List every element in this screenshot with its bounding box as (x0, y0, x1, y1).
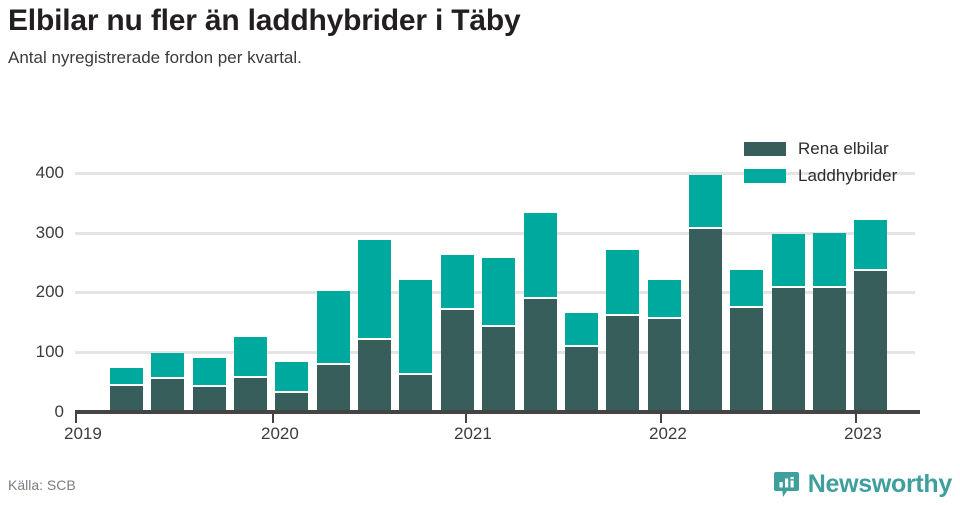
bar-segment-rena-elbilar[interactable] (275, 393, 309, 412)
bar-column[interactable] (399, 155, 433, 412)
newsworthy-logo: Newsworthy (773, 470, 952, 498)
brand-name: Newsworthy (807, 470, 953, 498)
bar-column[interactable] (275, 155, 309, 412)
gridline (75, 231, 915, 235)
x-axis-tick-label: 2022 (649, 424, 687, 443)
legend-item[interactable]: Laddhybrider (744, 162, 897, 189)
bar-column[interactable] (523, 155, 557, 412)
x-axis-tick-label: 2020 (261, 424, 299, 443)
bar-segment-laddhybrider[interactable] (110, 368, 143, 384)
x-axis-tick-label: 2019 (64, 424, 102, 443)
bar-column[interactable] (151, 155, 185, 412)
bar-segment-laddhybrider[interactable] (151, 353, 185, 377)
bar-column[interactable] (647, 155, 681, 412)
gridline (75, 171, 915, 175)
bar-column[interactable] (234, 155, 268, 412)
bar-segment-laddhybrider[interactable] (854, 219, 888, 269)
page-subtitle: Antal nyregistrerade fordon per kvartal. (8, 48, 302, 67)
x-axis-line (75, 410, 920, 414)
bar-column[interactable] (482, 155, 516, 412)
legend-label: Laddhybrider (798, 165, 898, 185)
bar-segment-laddhybrider[interactable] (192, 358, 226, 386)
bar-column[interactable] (771, 155, 805, 412)
bar-segment-rena-elbilar[interactable] (730, 308, 764, 412)
legend-swatch-icon (744, 141, 786, 156)
bar-segment-rena-elbilar[interactable] (564, 347, 598, 412)
bar-chart: 0 100 200 300 400 2019 2020 2021 2022 2023 (0, 118, 960, 448)
bar-column[interactable] (812, 155, 846, 412)
bar-column[interactable] (192, 155, 226, 412)
bar-segment-laddhybrider[interactable] (482, 257, 516, 325)
y-axis-tick-label: 300 (35, 222, 64, 242)
legend-label: Rena elbilar (798, 138, 889, 158)
bar-column[interactable] (606, 155, 640, 412)
bar-segment-laddhybrider[interactable] (234, 337, 268, 376)
y-axis-tick-label: 100 (35, 342, 64, 362)
bar-column[interactable] (564, 155, 598, 412)
bar-segment-rena-elbilar[interactable] (358, 340, 392, 412)
bar-segment-laddhybrider[interactable] (564, 313, 598, 346)
bar-column[interactable] (316, 155, 350, 412)
bar-segment-rena-elbilar[interactable] (606, 315, 640, 412)
bar-segment-laddhybrider[interactable] (358, 239, 392, 339)
bar-segment-laddhybrider[interactable] (399, 279, 433, 373)
bar-segment-rena-elbilar[interactable] (812, 287, 846, 412)
x-axis-tick (465, 414, 467, 423)
bar-segment-rena-elbilar[interactable] (151, 378, 185, 412)
legend-item[interactable]: Rena elbilar (744, 135, 897, 162)
bar-column[interactable] (110, 155, 143, 412)
bar-segment-rena-elbilar[interactable] (854, 270, 888, 412)
bar-segment-rena-elbilar[interactable] (482, 326, 516, 412)
bar-segment-rena-elbilar[interactable] (399, 374, 433, 412)
bar-column[interactable] (854, 155, 888, 412)
x-axis-tick (660, 414, 662, 423)
bar-segment-laddhybrider[interactable] (606, 250, 640, 314)
y-axis-tick-label: 400 (35, 162, 64, 182)
bar-segment-laddhybrider[interactable] (316, 291, 350, 363)
x-axis-tick-label: 2023 (844, 424, 882, 443)
bar-segment-rena-elbilar[interactable] (523, 299, 557, 412)
bar-column[interactable] (358, 155, 392, 412)
bar-segment-rena-elbilar[interactable] (440, 310, 474, 412)
bar-segment-laddhybrider[interactable] (688, 174, 722, 227)
x-axis-tick (855, 414, 857, 423)
bar-column[interactable] (440, 155, 474, 412)
y-axis-tick-label: 0 (54, 402, 64, 421)
chart-footer: Källa: SCB Newsworthy (0, 470, 960, 505)
y-axis-tick-label: 200 (35, 282, 64, 302)
bar-segment-laddhybrider[interactable] (771, 234, 805, 287)
legend-swatch-icon (744, 168, 786, 183)
bar-column[interactable] (730, 155, 764, 412)
bar-segment-rena-elbilar[interactable] (110, 385, 143, 412)
bar-segment-rena-elbilar[interactable] (771, 288, 805, 412)
bar-segment-rena-elbilar[interactable] (647, 318, 681, 412)
bar-segment-rena-elbilar[interactable] (192, 387, 226, 412)
bar-chart-bubble-icon (773, 471, 800, 498)
chart-header: Elbilar nu fler än laddhybrider i Täby A… (8, 2, 952, 70)
plot-area (75, 155, 915, 412)
bar-segment-laddhybrider[interactable] (275, 361, 309, 392)
chart-legend: Rena elbilar Laddhybrider (744, 135, 897, 189)
bar-segment-laddhybrider[interactable] (523, 212, 557, 298)
bar-segment-rena-elbilar[interactable] (316, 364, 350, 412)
bar-column[interactable] (688, 155, 722, 412)
x-axis-tick (272, 414, 274, 423)
bar-segment-laddhybrider[interactable] (730, 269, 764, 306)
page-title: Elbilar nu fler än laddhybrider i Täby (8, 4, 521, 37)
x-axis-tick (75, 414, 77, 423)
bar-segment-laddhybrider[interactable] (647, 279, 681, 317)
bar-segment-laddhybrider[interactable] (812, 233, 846, 286)
bar-segment-laddhybrider[interactable] (440, 254, 474, 309)
x-axis-tick-label: 2021 (454, 424, 492, 443)
bar-segment-rena-elbilar[interactable] (688, 228, 722, 412)
y-axis-labels: 0 100 200 300 400 (0, 155, 64, 420)
bar-segment-rena-elbilar[interactable] (234, 377, 268, 412)
source-note: Källa: SCB (8, 477, 76, 493)
